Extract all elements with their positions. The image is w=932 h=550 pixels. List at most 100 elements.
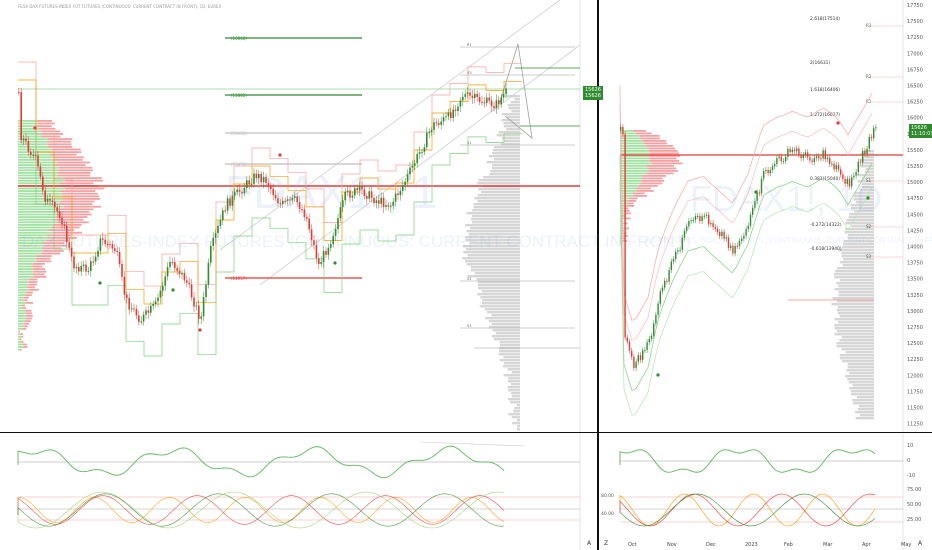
left-watermark-symbol: FDAX1!, 1 bbox=[225, 166, 438, 218]
left-session-profile-bar bbox=[491, 167, 520, 170]
left-volume-profile-bar bbox=[60, 190, 96, 192]
left-volume-profile-bar bbox=[18, 195, 63, 198]
stochastic-line bbox=[17, 491, 505, 529]
candle-body bbox=[502, 94, 505, 98]
right-candle-body bbox=[659, 291, 661, 304]
candle-body bbox=[258, 173, 260, 179]
left-session-profile-bar bbox=[465, 239, 520, 242]
candle-body bbox=[308, 218, 310, 230]
left-volume-profile-bar bbox=[32, 273, 45, 276]
right-session-profile-bar bbox=[834, 276, 874, 279]
fib-level-label: -0.618(13940) bbox=[810, 246, 842, 252]
right-volume-profile-bar bbox=[638, 185, 658, 187]
candle-body bbox=[241, 191, 243, 194]
left-volume-profile-bar bbox=[60, 200, 95, 203]
right-volume-profile-bar bbox=[639, 135, 660, 137]
right-candle-body bbox=[730, 245, 732, 248]
candle-body bbox=[104, 239, 106, 245]
candle-body bbox=[207, 262, 210, 285]
left-chart-panel[interactable]: (16060) (15802) (15621) (15474) (14957) R1 R3 S… bbox=[0, 0, 598, 550]
right-price-tick: 17750 bbox=[907, 3, 923, 9]
right-price-tick: 12500 bbox=[907, 341, 923, 347]
candle-body bbox=[301, 209, 303, 211]
left-volume-profile-bar bbox=[18, 315, 27, 317]
right-session-profile-bar bbox=[839, 354, 874, 357]
candle-body bbox=[440, 121, 442, 125]
candle-body bbox=[193, 297, 195, 307]
right-volume-profile-bar bbox=[620, 242, 622, 245]
left-session-profile-bar bbox=[477, 182, 520, 185]
right-session-profile-bar bbox=[844, 231, 874, 234]
candle-body bbox=[142, 314, 145, 322]
left-volume-profile-bar bbox=[28, 281, 38, 283]
left-session-profile-bar bbox=[482, 176, 520, 179]
right-volume-profile-bar bbox=[620, 135, 640, 137]
right-session-profile-bar bbox=[862, 162, 874, 165]
left-volume-profile-bar bbox=[58, 166, 93, 169]
right-candle-body bbox=[760, 178, 763, 194]
panel-divider[interactable] bbox=[597, 0, 599, 550]
candle-body bbox=[375, 200, 378, 204]
right-price-tick: 13750 bbox=[907, 261, 923, 267]
left-session-profile-bar bbox=[465, 260, 520, 263]
candle-body bbox=[370, 191, 373, 198]
lower-band bbox=[18, 131, 522, 357]
right-volume-profile-bar bbox=[620, 130, 634, 132]
left-axis-corner-label[interactable]: A bbox=[587, 540, 592, 547]
candle-body bbox=[54, 201, 56, 208]
right-candle-body bbox=[785, 156, 787, 162]
right-volume-profile-bar bbox=[620, 192, 633, 195]
candle-body bbox=[450, 112, 452, 119]
candle-body bbox=[320, 262, 322, 264]
left-volume-profile-bar bbox=[20, 333, 24, 335]
right-candle-body bbox=[743, 235, 745, 239]
left-session-profile-bar bbox=[477, 200, 520, 203]
right-candle-body bbox=[853, 175, 855, 178]
right-candle-body bbox=[699, 215, 701, 222]
right-chart-panel[interactable]: 17750 17500 17250 17000 16750 16500 16250 16000… bbox=[598, 0, 932, 550]
candle-body bbox=[344, 191, 346, 201]
right-session-profile-bar bbox=[837, 267, 874, 270]
candle-body bbox=[106, 244, 109, 246]
candle-body bbox=[334, 229, 337, 236]
left-volume-profile-bar bbox=[18, 294, 26, 296]
right-candle-body bbox=[866, 148, 868, 154]
right-candle-body bbox=[862, 150, 864, 163]
right-session-profile-bar bbox=[841, 348, 874, 351]
left-volume-profile-bar bbox=[36, 260, 52, 263]
right-signal-dot bbox=[656, 373, 660, 377]
left-volume-profile-bar bbox=[21, 341, 24, 343]
candle-body bbox=[445, 116, 447, 118]
right-session-profile-bar bbox=[836, 282, 874, 285]
left-session-profile-bar bbox=[465, 224, 520, 227]
right-axis-corner-z[interactable]: Z bbox=[604, 540, 609, 547]
left-volume-profile-bar bbox=[18, 200, 61, 203]
right-axis-corner-a[interactable]: A bbox=[918, 540, 923, 547]
candle-body bbox=[356, 188, 358, 191]
right-price-tick: 15000 bbox=[907, 180, 923, 186]
right-price-tick: 12000 bbox=[907, 373, 923, 379]
left-volume-profile-bar bbox=[38, 127, 56, 130]
pivot-label: R3 bbox=[467, 71, 472, 75]
candle-body bbox=[486, 97, 488, 103]
right-volume-profile-bar bbox=[620, 180, 643, 182]
left-volume-profile-bar bbox=[18, 247, 42, 250]
left-volume-profile-bar bbox=[59, 182, 94, 185]
right-session-profile-bar bbox=[838, 321, 874, 324]
right-session-profile-bar bbox=[845, 228, 874, 231]
left-volume-profile-bar bbox=[32, 263, 45, 265]
left-volume-profile-bar bbox=[41, 252, 61, 255]
left-volume-profile-bar bbox=[18, 281, 29, 283]
right-session-profile-bar bbox=[854, 210, 874, 213]
right-volume-profile-bar bbox=[620, 205, 628, 207]
candle-body bbox=[68, 242, 70, 248]
right-session-profile-bar bbox=[848, 381, 874, 384]
right-volume-profile-bar bbox=[620, 140, 643, 142]
right-session-profile-bar bbox=[861, 183, 874, 186]
left-session-profile-bar bbox=[496, 134, 520, 137]
right-candle-body bbox=[690, 220, 692, 222]
right-envelope-band bbox=[619, 85, 873, 321]
left-session-profile-bar bbox=[500, 143, 520, 146]
right-candle-body bbox=[738, 240, 741, 247]
right-candle-body bbox=[668, 270, 670, 282]
